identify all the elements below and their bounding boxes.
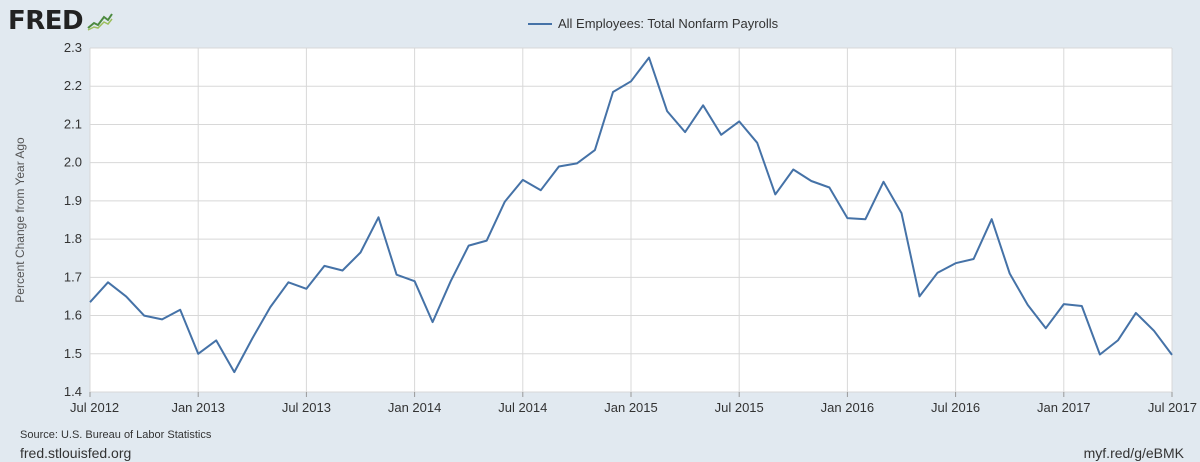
- y-tick-label: 2.2: [64, 78, 82, 93]
- data-point: [683, 130, 687, 134]
- data-point: [1008, 272, 1012, 276]
- y-tick-label: 1.8: [64, 231, 82, 246]
- data-point: [954, 261, 958, 265]
- data-point: [1116, 338, 1120, 342]
- data-point: [88, 300, 92, 304]
- data-point: [521, 178, 525, 182]
- data-point: [845, 216, 849, 220]
- data-point: [196, 352, 200, 356]
- data-point: [665, 109, 669, 113]
- data-point: [286, 280, 290, 284]
- series-line: [89, 56, 1173, 374]
- x-tick-label: Jul 2014: [498, 400, 547, 415]
- grid-lines: [89, 47, 1173, 393]
- data-point: [214, 338, 218, 342]
- data-point: [1026, 303, 1030, 307]
- data-point: [106, 280, 110, 284]
- data-point: [232, 370, 236, 374]
- x-axis-ticks: Jul 2012 Jan 2013 Jul 2013 Jan 2014 Jul 2014…: [70, 392, 1197, 415]
- x-tick-label: Jan 2013: [171, 400, 225, 415]
- short-url-link[interactable]: myf.red/g/eBMK: [1083, 445, 1184, 461]
- data-point: [575, 161, 579, 165]
- y-tick-label: 2.3: [64, 40, 82, 55]
- y-tick-label: 1.6: [64, 308, 82, 323]
- data-point: [557, 165, 561, 169]
- data-point: [809, 179, 813, 183]
- data-point: [863, 217, 867, 221]
- y-axis-label: Percent Change from Year Ago: [13, 137, 27, 303]
- fred-logo[interactable]: FRED: [8, 6, 114, 36]
- trend-graph-icon: [87, 11, 114, 31]
- data-point: [900, 211, 904, 215]
- data-point: [1044, 326, 1048, 330]
- data-point: [1080, 304, 1084, 308]
- data-point: [1134, 311, 1138, 315]
- data-point: [990, 217, 994, 221]
- series-layer: [88, 56, 1174, 374]
- data-point: [503, 200, 507, 204]
- data-point: [827, 186, 831, 190]
- x-tick-label: Jan 2015: [604, 400, 658, 415]
- site-link[interactable]: fred.stlouisfed.org: [20, 445, 132, 461]
- data-point: [142, 314, 146, 318]
- data-point: [647, 56, 651, 60]
- x-tick-label: Jan 2016: [821, 400, 875, 415]
- x-tick-label: Jul 2016: [931, 400, 980, 415]
- data-point: [593, 148, 597, 152]
- source-note: Source: U.S. Bureau of Labor Statistics: [20, 429, 212, 441]
- y-tick-label: 1.7: [64, 269, 82, 284]
- x-tick-label: Jan 2014: [388, 400, 442, 415]
- data-point: [936, 271, 940, 275]
- y-tick-label: 1.5: [64, 346, 82, 361]
- data-point: [629, 79, 633, 83]
- chart-legend: All Employees: Total Nonfarm Payrolls: [528, 16, 778, 31]
- data-point: [1170, 353, 1174, 357]
- data-point: [755, 141, 759, 145]
- data-point: [395, 273, 399, 277]
- x-tick-label: Jul 2012: [70, 400, 119, 415]
- x-tick-label: Jan 2017: [1037, 400, 1091, 415]
- data-point: [1098, 353, 1102, 357]
- data-point: [268, 305, 272, 309]
- legend-label: All Employees: Total Nonfarm Payrolls: [558, 16, 779, 31]
- data-point: [485, 239, 489, 243]
- y-tick-label: 2.1: [64, 116, 82, 131]
- data-point: [304, 287, 308, 291]
- data-point: [1152, 329, 1156, 333]
- data-point: [467, 244, 471, 248]
- data-point: [1062, 302, 1066, 306]
- y-tick-label: 1.9: [64, 193, 82, 208]
- x-tick-label: Jul 2015: [715, 400, 764, 415]
- data-point: [160, 317, 164, 321]
- data-point: [377, 215, 381, 219]
- data-point: [431, 320, 435, 324]
- data-point: [539, 188, 543, 192]
- data-point: [250, 337, 254, 341]
- data-point: [918, 294, 922, 298]
- data-point: [413, 279, 417, 283]
- data-point: [341, 269, 345, 273]
- y-tick-label: 1.4: [64, 384, 82, 399]
- data-point: [701, 103, 705, 107]
- data-point: [611, 90, 615, 94]
- data-point: [719, 133, 723, 137]
- x-tick-label: Jul 2017: [1148, 400, 1197, 415]
- data-point: [972, 257, 976, 261]
- data-point: [773, 192, 777, 196]
- data-point: [322, 264, 326, 268]
- data-point: [178, 308, 182, 312]
- x-tick-label: Jul 2013: [282, 400, 331, 415]
- fred-logo-text: FRED: [8, 6, 84, 36]
- data-point: [449, 279, 453, 283]
- legend-swatch: [528, 22, 552, 25]
- data-point: [359, 251, 363, 255]
- data-point: [124, 294, 128, 298]
- data-point: [791, 168, 795, 172]
- data-point: [737, 119, 741, 123]
- data-point: [882, 180, 886, 184]
- y-axis-ticks: 1.4 1.5 1.6 1.7 1.8 1.9 2.0 2.1 2.2 2.3: [64, 40, 82, 399]
- y-tick-label: 2.0: [64, 155, 82, 170]
